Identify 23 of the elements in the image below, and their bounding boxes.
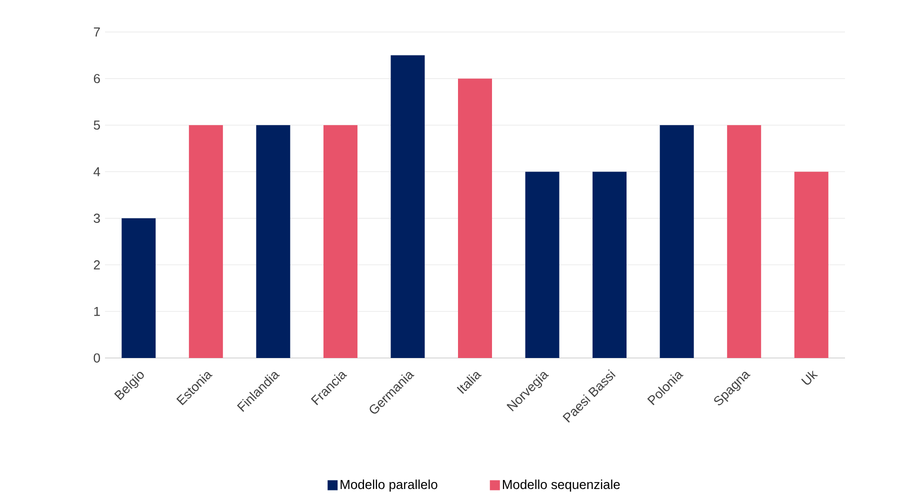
bar bbox=[794, 172, 828, 358]
bar bbox=[660, 125, 694, 358]
bar bbox=[727, 125, 762, 358]
y-tick-label: 0 bbox=[94, 353, 100, 363]
bar bbox=[122, 218, 156, 358]
bar bbox=[592, 172, 627, 358]
x-tick-label: Uk bbox=[801, 370, 818, 385]
bar bbox=[323, 125, 358, 358]
bar bbox=[188, 125, 223, 358]
y-tick-label: 6 bbox=[94, 74, 100, 84]
bar bbox=[458, 78, 492, 358]
legend-label: Modello sequenziale bbox=[502, 480, 620, 492]
y-tick-label: 5 bbox=[94, 120, 100, 130]
legend-label: Modello parallelo bbox=[340, 480, 438, 492]
bar bbox=[256, 125, 290, 358]
y-tick-label: 3 bbox=[94, 214, 100, 223]
bar bbox=[525, 172, 560, 358]
y-tick-label: 2 bbox=[94, 260, 100, 270]
y-tick-label: 4 bbox=[94, 167, 100, 176]
bar bbox=[390, 55, 425, 358]
y-tick-label: 1 bbox=[94, 306, 100, 316]
x-tick-label: Italia bbox=[456, 372, 482, 394]
y-tick-label: 7 bbox=[94, 28, 100, 36]
